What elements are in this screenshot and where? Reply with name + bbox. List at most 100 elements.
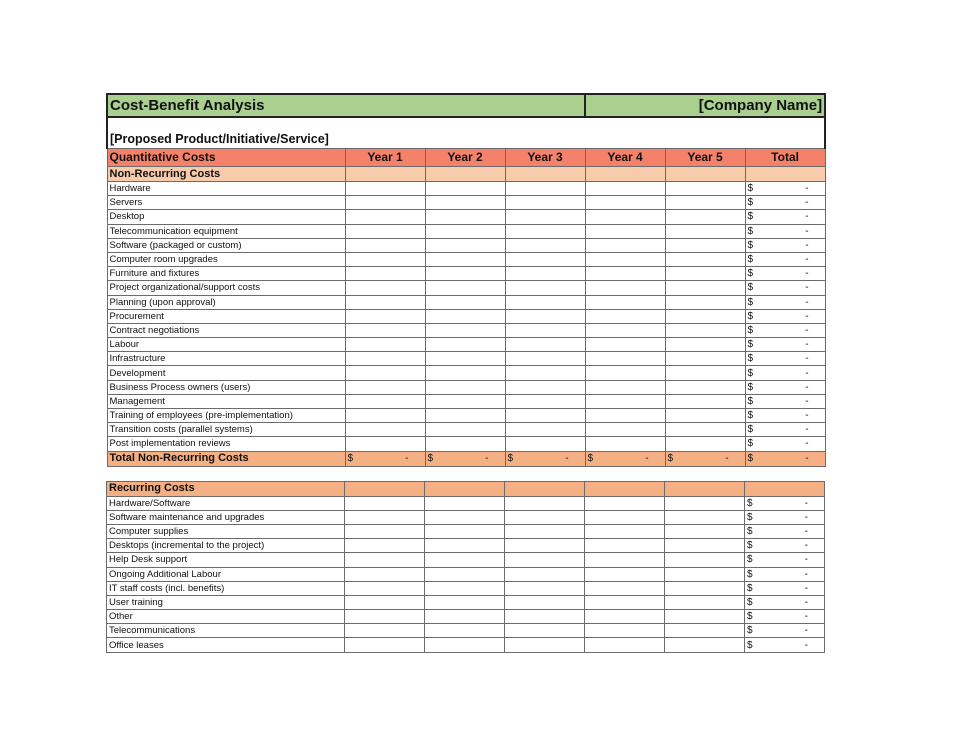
year-cell[interactable] <box>344 538 425 554</box>
year-cell[interactable] <box>424 538 505 554</box>
year-cell[interactable] <box>344 251 426 268</box>
year-cell[interactable] <box>664 609 745 625</box>
year-cell[interactable] <box>344 580 425 596</box>
year-cell[interactable] <box>584 623 665 639</box>
year-cell[interactable] <box>504 580 585 596</box>
year-cell[interactable] <box>424 223 506 239</box>
year-cell[interactable] <box>424 337 506 353</box>
year-cell[interactable] <box>584 538 665 554</box>
year-cell[interactable] <box>504 566 585 582</box>
year-cell[interactable] <box>664 195 746 211</box>
year-cell[interactable] <box>664 623 745 639</box>
year-cell[interactable] <box>504 223 586 239</box>
year-cell[interactable] <box>424 379 506 395</box>
year-cell[interactable] <box>504 308 586 324</box>
year-cell[interactable] <box>424 594 505 611</box>
year-cell[interactable] <box>664 436 746 452</box>
year-cell[interactable] <box>424 351 506 367</box>
year-cell[interactable] <box>344 180 426 197</box>
year-cell[interactable] <box>504 237 586 253</box>
year-cell[interactable] <box>344 308 426 324</box>
year-cell[interactable] <box>664 209 746 225</box>
year-cell[interactable] <box>664 223 746 239</box>
year-cell[interactable] <box>424 580 505 596</box>
year-cell[interactable] <box>344 393 426 410</box>
year-cell[interactable] <box>344 407 426 424</box>
year-cell[interactable] <box>344 523 425 540</box>
year-cell[interactable] <box>424 623 505 639</box>
year-cell[interactable] <box>584 523 665 540</box>
year-cell[interactable] <box>504 266 586 282</box>
year-cell[interactable] <box>344 509 425 525</box>
year-cell[interactable] <box>504 495 585 511</box>
year-cell[interactable] <box>664 495 745 511</box>
year-cell[interactable] <box>424 237 506 253</box>
year-cell[interactable] <box>504 407 586 424</box>
year-cell[interactable] <box>504 322 586 339</box>
year-cell[interactable] <box>344 637 425 653</box>
year-cell[interactable] <box>344 280 426 296</box>
year-cell[interactable] <box>424 251 506 268</box>
year-cell[interactable] <box>664 580 745 596</box>
year-cell[interactable] <box>504 637 585 653</box>
year-cell[interactable] <box>424 637 505 653</box>
year-cell[interactable] <box>664 237 746 253</box>
year-cell[interactable] <box>424 509 505 525</box>
year-cell[interactable] <box>664 351 746 367</box>
year-cell[interactable] <box>584 266 666 282</box>
year-cell[interactable] <box>584 322 666 339</box>
year-cell[interactable] <box>344 195 426 211</box>
year-cell[interactable] <box>424 495 505 511</box>
year-cell[interactable] <box>504 552 585 568</box>
year-cell[interactable] <box>504 609 585 625</box>
year-cell[interactable] <box>504 538 585 554</box>
year-cell[interactable] <box>504 180 586 197</box>
year-cell[interactable] <box>344 351 426 367</box>
year-cell[interactable] <box>664 365 746 381</box>
year-cell[interactable] <box>344 365 426 381</box>
year-cell[interactable] <box>504 209 586 225</box>
year-cell[interactable] <box>584 594 665 611</box>
year-cell[interactable] <box>584 209 666 225</box>
year-cell[interactable] <box>584 294 666 310</box>
year-cell[interactable] <box>424 436 506 452</box>
year-cell[interactable] <box>344 379 426 395</box>
year-cell[interactable] <box>664 422 746 438</box>
year-cell[interactable] <box>424 180 506 197</box>
year-cell[interactable] <box>344 337 426 353</box>
year-cell[interactable] <box>584 365 666 381</box>
year-cell[interactable] <box>584 422 666 438</box>
year-cell[interactable] <box>664 251 746 268</box>
year-cell[interactable] <box>504 379 586 395</box>
year-cell[interactable] <box>424 308 506 324</box>
year-cell[interactable] <box>424 609 505 625</box>
year-cell[interactable] <box>424 195 506 211</box>
year-cell[interactable] <box>584 637 665 653</box>
year-cell[interactable] <box>664 280 746 296</box>
year-cell[interactable] <box>664 379 746 395</box>
year-cell[interactable] <box>504 294 586 310</box>
year-cell[interactable] <box>344 594 425 611</box>
year-cell[interactable] <box>344 495 425 511</box>
year-cell[interactable] <box>584 407 666 424</box>
year-cell[interactable] <box>424 365 506 381</box>
year-cell[interactable] <box>344 552 425 568</box>
year-cell[interactable] <box>344 566 425 582</box>
year-cell[interactable] <box>504 422 586 438</box>
year-cell[interactable] <box>584 351 666 367</box>
year-cell[interactable] <box>504 509 585 525</box>
year-cell[interactable] <box>584 223 666 239</box>
year-cell[interactable] <box>664 594 745 611</box>
year-cell[interactable] <box>504 523 585 540</box>
year-cell[interactable] <box>344 266 426 282</box>
year-cell[interactable] <box>664 538 745 554</box>
year-cell[interactable] <box>584 495 665 511</box>
year-cell[interactable] <box>664 322 746 339</box>
year-cell[interactable] <box>504 365 586 381</box>
year-cell[interactable] <box>424 209 506 225</box>
year-cell[interactable] <box>664 337 746 353</box>
year-cell[interactable] <box>344 609 425 625</box>
year-cell[interactable] <box>584 393 666 410</box>
year-cell[interactable] <box>504 195 586 211</box>
year-cell[interactable] <box>504 337 586 353</box>
